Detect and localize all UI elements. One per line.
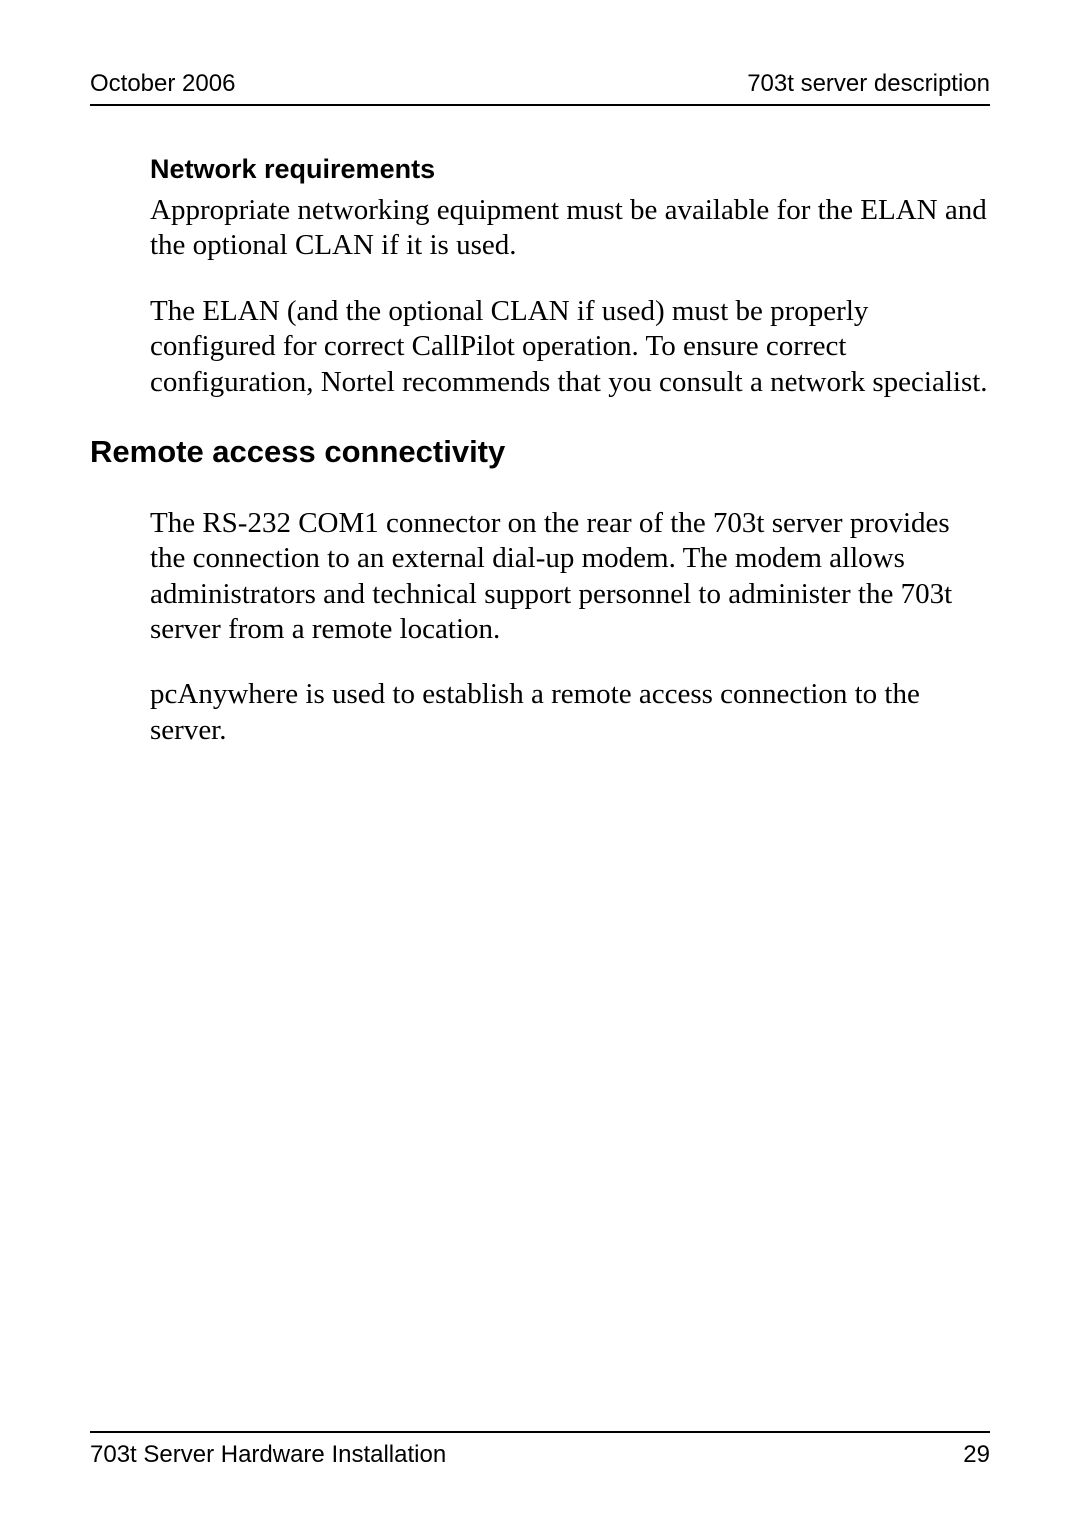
footer-rule <box>90 1431 990 1433</box>
paragraph-network-req-2: The ELAN (and the optional CLAN if used)… <box>150 294 990 400</box>
paragraph-network-req-1: Appropriate networking equipment must be… <box>150 193 990 264</box>
header-left: October 2006 <box>90 70 235 98</box>
document-page: October 2006 703t server description Net… <box>0 0 1080 1529</box>
subheading-network-requirements: Network requirements <box>150 154 990 185</box>
section-heading-remote-access: Remote access connectivity <box>90 434 990 470</box>
page-header: October 2006 703t server description <box>90 70 990 106</box>
paragraph-remote-access-2: pcAnywhere is used to establish a remote… <box>150 677 990 748</box>
paragraph-remote-access-1: The RS-232 COM1 connector on the rear of… <box>150 506 990 648</box>
footer-left: 703t Server Hardware Installation <box>90 1441 446 1469</box>
header-right: 703t server description <box>747 70 990 98</box>
footer-row: 703t Server Hardware Installation 29 <box>90 1441 990 1469</box>
page-footer: 703t Server Hardware Installation 29 <box>90 1431 990 1469</box>
footer-right: 29 <box>963 1441 990 1469</box>
